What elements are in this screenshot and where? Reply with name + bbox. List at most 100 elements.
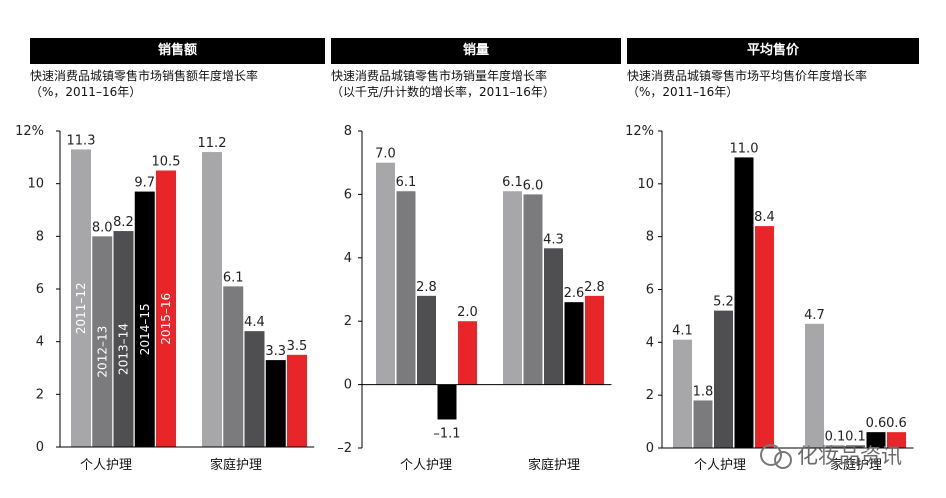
price-category-label: 个人护理 — [694, 458, 746, 473]
volume-y-tick-label: 6 — [344, 187, 352, 202]
price-y-tick-label: 8 — [646, 230, 654, 245]
panel-subtitle-price-line1: 快速消费品城镇零售市场平均售价年度增长率 — [627, 69, 868, 83]
panel-subtitle-volume-line2: （以千克/升计数的增长率，2011–16年） — [331, 85, 555, 99]
panel-title-price: 平均售价 — [627, 38, 919, 64]
volume-category-label: 家庭护理 — [528, 457, 580, 473]
volume-y-tick-label: –2 — [337, 441, 352, 456]
price-y-tick-label: 4 — [646, 335, 654, 350]
price-value-label: 0.1 — [845, 429, 866, 444]
panel-title-volume: 销量 — [331, 38, 621, 64]
sales-y-tick-label: 10 — [27, 177, 44, 192]
sales-value-label: 3.5 — [287, 339, 308, 354]
sales-y-tick-label: 12% — [15, 124, 44, 139]
sales-y-tick-label: 2 — [36, 387, 44, 402]
price-value-label: 0.1 — [825, 429, 846, 444]
sales-y-tick-label: 4 — [36, 335, 44, 350]
sales-category-label: 家庭护理 — [210, 457, 262, 473]
price-bar-0-0 — [673, 339, 692, 448]
sales-value-label: 11.3 — [67, 133, 96, 148]
wechat-icon — [760, 444, 782, 466]
panel-subtitle-sales-line2: （%，2011–16年） — [30, 85, 142, 99]
panel-subtitle-price-line2: （%，2011–16年） — [627, 85, 739, 99]
sales-series-label: 2012–13 — [95, 326, 109, 378]
sales-bar-1-0 — [202, 152, 222, 448]
price-y-tick-label: 10 — [637, 177, 654, 192]
volume-value-label: 7.0 — [375, 147, 396, 162]
sales-value-label: 3.3 — [265, 344, 286, 359]
sales-bar-1-3 — [265, 360, 286, 447]
sales-bar-1-2 — [244, 331, 265, 447]
volume-value-label: 4.3 — [543, 232, 564, 247]
watermark-text: 化妆品资讯 — [797, 444, 902, 468]
volume-y-tick-label: 0 — [344, 378, 352, 393]
price-value-label: 4.7 — [804, 308, 825, 323]
sales-value-label: 8.2 — [113, 215, 134, 230]
sales-series-label: 2013–14 — [117, 323, 131, 375]
sales-value-label: 4.4 — [244, 315, 265, 330]
volume-bar-1-3 — [564, 302, 584, 385]
sales-value-label: 8.0 — [92, 220, 113, 235]
price-value-label: 0.6 — [886, 416, 907, 431]
volume-value-label: 6.1 — [502, 175, 523, 190]
sales-category-label: 个人护理 — [80, 458, 132, 473]
price-bar-0-4 — [755, 226, 774, 448]
volume-bar-1-4 — [585, 295, 604, 385]
volume-y-tick-label: 2 — [344, 314, 352, 329]
volume-value-label: 6.0 — [523, 178, 544, 193]
sales-value-label: 10.5 — [152, 155, 181, 170]
price-value-label: 0.6 — [866, 416, 887, 431]
sales-bar-0-4 — [156, 170, 176, 447]
volume-value-label: 2.8 — [416, 280, 437, 295]
sales-series-label: 2014–15 — [138, 303, 152, 355]
price-bar-1-3 — [866, 432, 886, 448]
volume-bar-1-1 — [523, 194, 543, 385]
sales-series-label: 2015–16 — [159, 293, 173, 345]
price-y-tick-label: 2 — [646, 388, 654, 403]
sales-bar-0-1 — [92, 236, 113, 447]
sales-y-tick-label: 8 — [36, 229, 44, 244]
sales-y-tick-label: 0 — [36, 440, 44, 455]
sales-y-tick-label: 6 — [36, 282, 44, 297]
price-value-label: 5.2 — [713, 295, 734, 310]
volume-y-tick-label: 8 — [344, 124, 352, 139]
wechat-icon-bubble — [774, 451, 792, 469]
volume-bar-0-2 — [417, 295, 436, 385]
sales-bar-0-0 — [71, 149, 91, 447]
price-bar-0-3 — [734, 157, 754, 448]
sales-bar-1-4 — [287, 354, 307, 447]
volume-value-label: 2.6 — [564, 286, 585, 301]
price-bar-1-2 — [846, 445, 865, 448]
volume-category-label: 个人护理 — [400, 458, 452, 473]
sales-series-label: 2011–12 — [74, 282, 88, 334]
price-bar-1-0 — [805, 323, 824, 448]
price-bar-0-1 — [693, 400, 713, 448]
panel-subtitle-sales-line1: 快速消费品城镇零售市场销售额年度增长率 — [30, 69, 259, 83]
volume-bar-1-0 — [503, 191, 522, 385]
price-value-label: 1.8 — [693, 384, 714, 399]
volume-bar-0-0 — [376, 162, 395, 385]
panel-subtitle-volume-line1: 快速消费品城镇零售市场销量年度增长率 — [331, 69, 548, 83]
price-value-label: 8.4 — [754, 210, 775, 225]
volume-value-label: –1.1 — [433, 426, 460, 441]
price-y-tick-label: 6 — [646, 283, 654, 298]
price-y-tick-label: 12% — [625, 124, 654, 139]
price-bar-0-2 — [714, 310, 733, 448]
volume-bar-0-1 — [396, 191, 416, 385]
sales-bar-0-3 — [134, 191, 155, 447]
volume-bar-0-4 — [458, 321, 477, 385]
sales-value-label: 11.2 — [198, 136, 227, 151]
panel-title-sales: 销售额 — [30, 38, 325, 64]
volume-y-tick-label: 4 — [344, 251, 352, 266]
volume-bar-0-3 — [437, 384, 457, 420]
volume-value-label: 6.1 — [396, 175, 417, 190]
sales-bar-1-1 — [223, 286, 244, 447]
volume-bar-1-2 — [544, 248, 563, 385]
sales-value-label: 6.1 — [223, 270, 244, 285]
price-value-label: 11.0 — [730, 141, 759, 156]
volume-value-label: 2.8 — [584, 280, 605, 295]
price-value-label: 4.1 — [672, 324, 693, 339]
price-bar-1-4 — [887, 432, 906, 448]
price-category-label: 家庭护理 — [830, 457, 882, 473]
